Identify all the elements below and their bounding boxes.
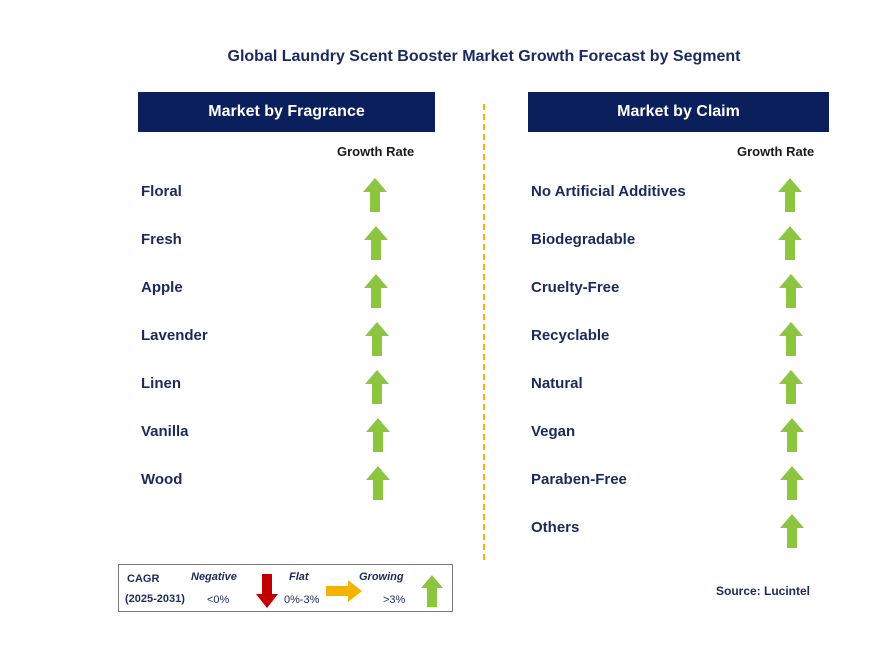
claim-item-label: Vegan bbox=[531, 423, 576, 440]
growing-arrow-icon bbox=[364, 322, 389, 356]
legend-growing-label: Growing bbox=[359, 571, 404, 583]
panel-divider bbox=[483, 104, 485, 560]
claim-item-label: Paraben-Free bbox=[531, 471, 627, 488]
growing-arrow-icon bbox=[366, 466, 390, 500]
claim-item-label: Others bbox=[531, 519, 580, 536]
growing-arrow-icon bbox=[779, 466, 804, 500]
growing-arrow-icon bbox=[779, 370, 804, 404]
legend-cagr-label: CAGR bbox=[127, 573, 160, 585]
legend-period: (2025-2031) bbox=[125, 593, 185, 605]
claim-item-label: Biodegradable bbox=[531, 231, 636, 248]
growing-arrow-icon bbox=[364, 274, 388, 308]
fragrance-item-label: Apple bbox=[141, 279, 183, 296]
fragrance-item-label: Vanilla bbox=[141, 423, 189, 440]
growing-arrow-icon bbox=[779, 418, 804, 452]
page-title: Global Laundry Scent Booster Market Grow… bbox=[227, 48, 741, 65]
fragrance-item-label: Fresh bbox=[141, 231, 182, 248]
red-down-arrow-icon bbox=[256, 574, 278, 608]
claim-item-label: Recyclable bbox=[531, 327, 610, 344]
claim-item-label: No Artificial Additives bbox=[531, 183, 686, 200]
growing-arrow-icon bbox=[365, 370, 389, 404]
growing-arrow-icon bbox=[778, 322, 803, 356]
legend-growing-range: >3% bbox=[383, 594, 406, 606]
claim-item-label: Cruelty-Free bbox=[531, 279, 620, 296]
growing-arrow-icon bbox=[365, 418, 390, 452]
green-up-arrow-icon bbox=[421, 575, 443, 607]
claim-header: Market by Claim bbox=[528, 92, 829, 132]
source-note: Source: Lucintel bbox=[716, 584, 811, 598]
fragrance-item-label: Wood bbox=[141, 471, 183, 488]
legend-negative-range: <0% bbox=[207, 594, 230, 606]
growing-arrow-icon bbox=[363, 226, 388, 260]
claim-growth-rate-label: Growth Rate bbox=[737, 144, 815, 159]
legend-flat-range: 0%-3% bbox=[284, 594, 320, 606]
growing-arrow-icon bbox=[778, 274, 803, 308]
growing-arrow-icon bbox=[363, 178, 387, 212]
growing-arrow-icon bbox=[778, 226, 803, 260]
fragrance-growth-rate-label: Growth Rate bbox=[337, 144, 415, 159]
fragrance-header: Market by Fragrance bbox=[138, 92, 435, 132]
cagr-legend: CAGR (2025-2031) Negative <0% Flat 0%-3%… bbox=[118, 564, 453, 612]
fragrance-item-label: Floral bbox=[141, 183, 182, 200]
legend-negative-label: Negative bbox=[191, 571, 237, 583]
legend-flat-label: Flat bbox=[289, 571, 309, 583]
claim-item-label: Natural bbox=[531, 375, 583, 392]
fragrance-item-label: Lavender bbox=[141, 327, 208, 344]
fragrance-item-label: Linen bbox=[141, 375, 181, 392]
growing-arrow-icon bbox=[780, 514, 805, 548]
yellow-right-arrow-icon bbox=[326, 580, 362, 602]
growing-arrow-icon bbox=[778, 178, 802, 212]
